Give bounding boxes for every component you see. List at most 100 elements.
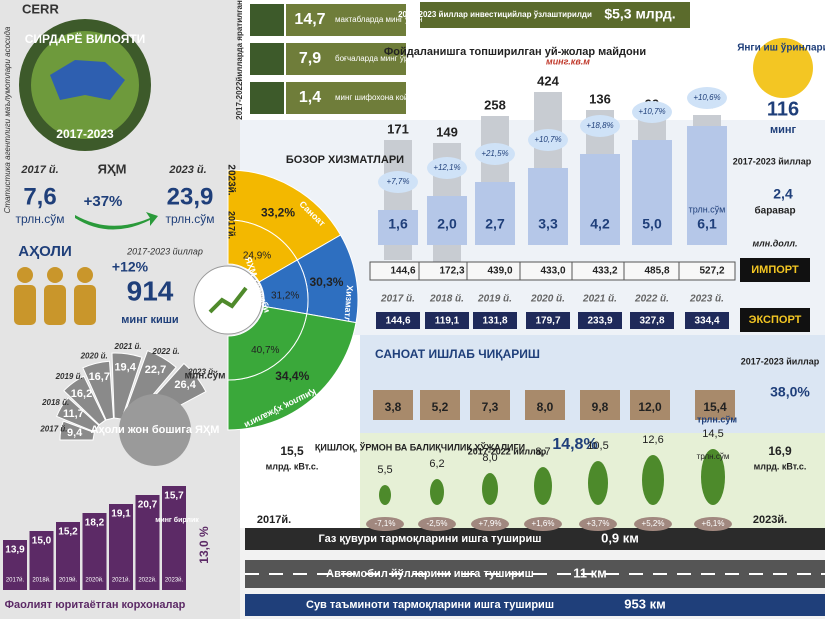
import-value: 172,3: [439, 266, 464, 277]
wagon: [376, 312, 420, 329]
label: 914: [127, 275, 174, 306]
factory: [630, 390, 670, 420]
label: 11 км: [573, 565, 606, 580]
fan-value: 26,4: [174, 379, 196, 391]
social-icon: [250, 4, 284, 36]
agri-value: 8,7: [535, 446, 550, 458]
export-value: 233,9: [587, 316, 612, 327]
label: АҲОЛИ: [18, 243, 71, 260]
person-head: [47, 267, 63, 283]
label: 2017-2023 йиллар: [733, 156, 812, 166]
region-period: 2017-2023: [56, 127, 114, 141]
enterprise-year: 2021й.: [112, 577, 131, 584]
gas-bar: [245, 528, 825, 550]
enterprise-bar: [162, 486, 186, 590]
fan-segment: [55, 397, 100, 433]
year: 2022 й.: [634, 294, 669, 305]
change-pill: [418, 517, 456, 531]
fan-segment: [63, 375, 107, 426]
services-growth: +10,6%: [693, 93, 720, 102]
services-growth: +18,8%: [586, 121, 613, 130]
label: 34,4%: [275, 369, 309, 383]
factory: [373, 390, 413, 420]
agri-change: +6,1%: [702, 519, 725, 528]
fan-value: 9,4: [67, 427, 83, 439]
label: 40,7%: [251, 345, 279, 356]
wagon: [685, 312, 729, 329]
label: 2017-2022йилларда яратилган: [235, 0, 244, 120]
industry-value: 3,8: [385, 400, 402, 414]
crop: [701, 449, 725, 505]
import-box: [740, 258, 810, 282]
label: 33,2%: [261, 206, 295, 220]
agri-change: +7,9%: [479, 519, 502, 528]
label: трлн.сўм: [166, 212, 215, 226]
services-bar: [378, 210, 418, 245]
fan-segment: [82, 360, 115, 421]
industry-value: 12,0: [638, 400, 662, 414]
person-body: [14, 285, 36, 325]
label: 38,0%: [770, 384, 810, 400]
label: БОЗОР ХИЗМАТЛАРИ: [286, 154, 404, 166]
social-box: [286, 4, 406, 36]
label: 14,8%: [552, 436, 597, 453]
services-value: 2,7: [485, 216, 505, 232]
enterprise-bar: [109, 504, 133, 590]
enterprise-value: 19,1: [111, 509, 131, 520]
export-value: 119,1: [435, 316, 460, 327]
export-box: [740, 308, 810, 332]
enterprise-year: 2020й.: [85, 577, 104, 584]
services-growth: +12,1%: [433, 163, 460, 172]
import-value: 439,0: [487, 266, 512, 277]
growth-icon: [208, 286, 248, 314]
label: 16,9: [768, 444, 792, 458]
social-box: [286, 82, 406, 114]
enterprise-value: 20,7: [138, 500, 158, 511]
factory: [420, 390, 460, 420]
label: 7,9: [299, 50, 321, 67]
fan-value: 22,7: [145, 364, 166, 376]
enterprise-year: 2022й.: [138, 577, 157, 584]
label: 23,9: [167, 183, 214, 210]
label: минг шифохона койкалари: [335, 93, 434, 102]
fan-segment: [59, 420, 95, 441]
import-value: 485,8: [644, 266, 669, 277]
agri-change: +1,6%: [532, 519, 555, 528]
export-value: 144,6: [385, 316, 410, 327]
factory: [580, 390, 620, 420]
water-pipe: [245, 594, 825, 616]
agri-value: 8,0: [482, 452, 497, 464]
label: млрд. кВт.с.: [266, 461, 319, 471]
change-pill: [524, 517, 562, 531]
services-growth: +10,7%: [638, 107, 665, 116]
services-growth: +21,5%: [481, 149, 508, 158]
label: 2017-2022 йиллар: [468, 446, 547, 456]
change-pill: [579, 517, 617, 531]
label: млн.сўм: [184, 370, 225, 382]
label: +37%: [84, 193, 123, 210]
growth-bubble: [475, 143, 515, 165]
enterprise-value: 15,0: [32, 536, 52, 547]
label: минг киши: [121, 314, 178, 326]
label: ҚИШЛОҚ, ЎРМОН ВА БАЛИҚЧИЛИК ХЎЖАЛИГИ: [315, 441, 525, 452]
person-head: [77, 267, 93, 283]
sector-inner: [227, 219, 298, 283]
logo: CERR: [22, 1, 59, 16]
label: 2023й.: [225, 164, 236, 195]
label: трлн.сўм: [697, 414, 737, 424]
label: Янги иш ўринлари: [737, 42, 825, 54]
label: Газ қувури тармоқларини ишга тушириш: [319, 533, 542, 545]
label: 0,9 км: [601, 530, 639, 545]
growth-bubble: [378, 171, 418, 193]
housing-value: 149: [436, 124, 458, 139]
growth-bubble: [528, 129, 568, 151]
social-box: [286, 43, 406, 75]
year: 2021 й.: [582, 294, 617, 305]
label: 30,3%: [309, 275, 343, 289]
label: минг: [770, 124, 797, 136]
services-value: 2,0: [437, 216, 457, 232]
services-bar: [475, 182, 515, 245]
import-value: 527,2: [699, 266, 724, 277]
person-body: [44, 285, 66, 325]
